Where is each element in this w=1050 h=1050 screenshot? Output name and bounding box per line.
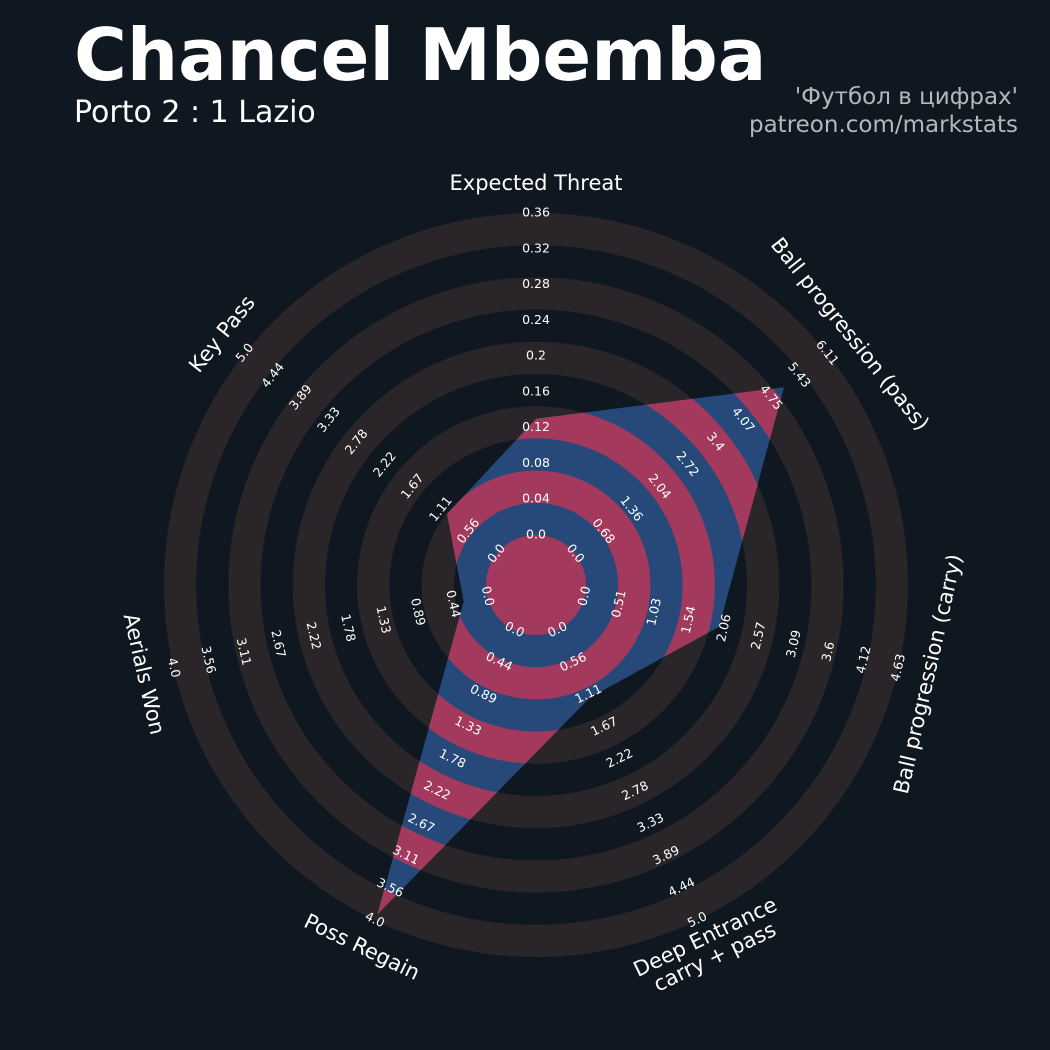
tick-label: 0.0	[574, 585, 593, 608]
radar-band	[486, 535, 586, 635]
tick-label: 2.22	[603, 745, 635, 771]
tick-label: 1.54	[678, 604, 699, 635]
tick-label: 3.11	[234, 636, 255, 666]
tick-label: 1.33	[373, 604, 394, 634]
tick-label: 0.44	[443, 589, 464, 620]
tick-label: 4.63	[887, 652, 908, 682]
tick-label: 3.6	[818, 640, 837, 663]
tick-label: 3.56	[198, 644, 219, 675]
credit: 'Футбол в цифрах'	[795, 84, 1018, 110]
axis-label: Expected Threat	[449, 170, 623, 195]
tick-label: 0.28	[522, 276, 550, 291]
tick-label: 2.06	[713, 613, 734, 644]
tick-label: 0.0	[479, 585, 498, 608]
tick-label: 2.67	[268, 628, 289, 658]
tick-label: 0.89	[408, 597, 429, 628]
tick-label: 0.36	[522, 205, 550, 220]
tick-label: 2.22	[304, 620, 325, 650]
tick-label: 1.78	[338, 613, 359, 644]
tick-label: 0.0	[526, 527, 546, 542]
tick-label: 2.22	[370, 449, 399, 480]
tick-label: 0.08	[522, 455, 550, 470]
tick-label: 4.0	[165, 656, 184, 679]
ring	[292, 341, 780, 829]
tick-label: 1.03	[643, 597, 664, 627]
tick-label: 0.2	[526, 348, 546, 363]
radar-band	[377, 406, 715, 764]
subtitle: Porto 2 : 1 Lazio	[74, 95, 316, 130]
ring	[228, 277, 844, 893]
tick-label: 0.32	[522, 240, 550, 255]
tick-label: 0.51	[608, 589, 629, 619]
tick-label: 2.57	[748, 620, 769, 650]
tick-label: 0.12	[522, 419, 550, 434]
credit: patreon.com/markstats	[749, 112, 1018, 138]
ring	[164, 213, 908, 957]
tick-label: 3.09	[783, 628, 804, 659]
tick-label: 0.04	[522, 491, 550, 506]
tick-label: 0.16	[522, 383, 550, 398]
tick-labels: 0.0 0.04 0.08 0.12 0.16 0.2 0.24 0.28 0.32 0.36 0.…	[165, 205, 908, 931]
chart-title: Chancel Mbemba	[74, 13, 766, 97]
tick-label: 4.12	[853, 644, 874, 674]
tick-label: 0.24	[522, 312, 550, 327]
